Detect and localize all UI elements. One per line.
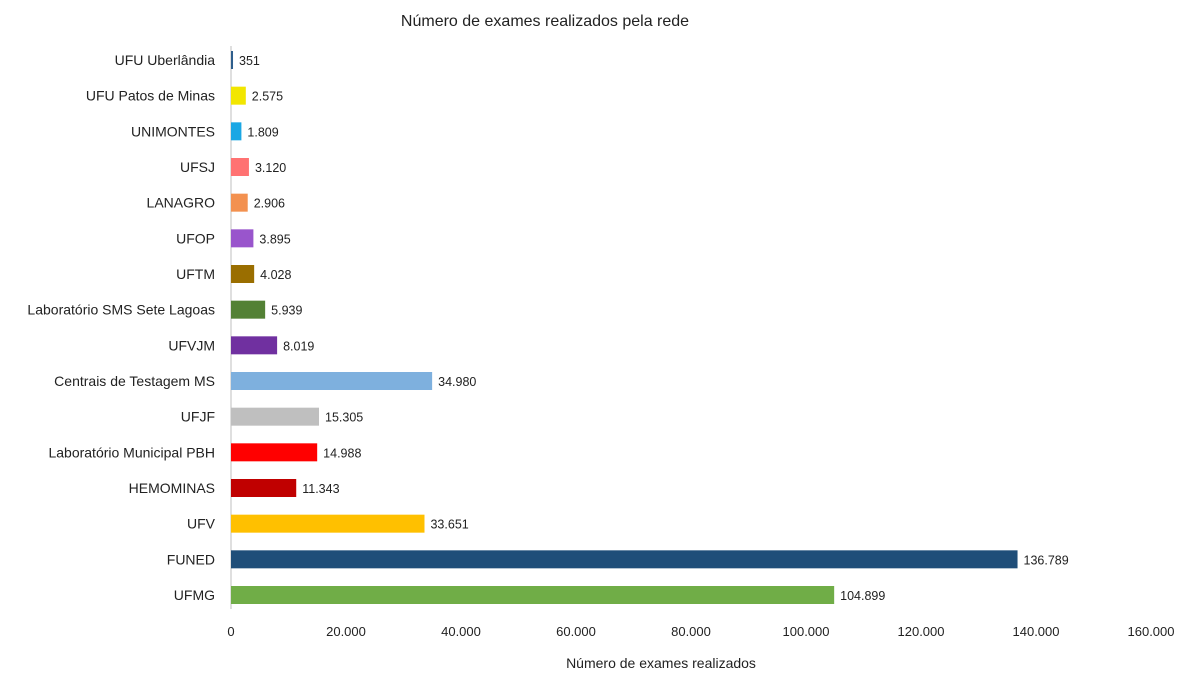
category-label: UNIMONTES	[131, 123, 215, 139]
data-label: 34.980	[438, 375, 476, 389]
data-label: 3.120	[255, 161, 286, 175]
bar	[231, 122, 242, 141]
bar	[231, 158, 249, 176]
category-label: LANAGRO	[147, 195, 216, 211]
bar	[231, 407, 320, 426]
data-label: 5.939	[271, 304, 302, 318]
bar	[231, 265, 255, 283]
bar	[231, 550, 1018, 569]
category-label: Centrais de Testagem MS	[54, 373, 215, 389]
x-tick-label: 20.000	[326, 624, 366, 639]
bar	[231, 372, 433, 390]
chart-title: Número de exames realizados pela rede	[401, 13, 689, 30]
bar	[231, 229, 254, 248]
x-tick-label: 80.000	[671, 624, 711, 639]
plot-area: UFU Uberlândia 351 UFU Patos de Minas 2.575…	[27, 46, 1175, 639]
data-label: 33.651	[430, 518, 468, 532]
data-label: 8.019	[283, 339, 314, 353]
data-label: 3.895	[259, 232, 290, 246]
category-label: UFVJM	[168, 337, 215, 353]
category-label: UFSJ	[180, 159, 215, 175]
data-label: 14.988	[323, 446, 361, 460]
category-label: UFMG	[174, 587, 215, 603]
data-label: 1.809	[247, 125, 278, 139]
data-label: 15.305	[325, 411, 363, 425]
category-label: UFU Uberlândia	[115, 52, 216, 68]
x-tick-label: 40.000	[441, 624, 481, 639]
category-label: UFJF	[181, 409, 215, 425]
data-label: 2.906	[254, 197, 285, 211]
category-label: UFU Patos de Minas	[86, 88, 215, 104]
data-label: 104.899	[840, 589, 885, 603]
category-label: Laboratório SMS Sete Lagoas	[27, 302, 215, 318]
x-tick-label: 140.000	[1013, 624, 1060, 639]
bar	[231, 86, 246, 105]
category-label: UFTM	[176, 266, 215, 282]
x-tick-label: 160.000	[1128, 624, 1175, 639]
x-tick-label: 0	[227, 624, 234, 639]
bar	[231, 51, 234, 69]
x-tick-label: 60.000	[556, 624, 596, 639]
bar	[231, 514, 425, 533]
x-axis-title: Número de exames realizados	[566, 655, 756, 671]
bar	[231, 300, 266, 319]
category-label: FUNED	[167, 551, 215, 567]
bar	[231, 443, 318, 462]
data-label: 351	[239, 54, 260, 68]
data-label: 2.575	[252, 90, 283, 104]
data-label: 4.028	[260, 268, 291, 282]
x-tick-label: 100.000	[783, 624, 830, 639]
bar	[231, 336, 278, 355]
category-label: Laboratório Municipal PBH	[48, 444, 215, 460]
data-label: 11.343	[302, 482, 339, 496]
data-label: 136.789	[1024, 553, 1069, 567]
category-label: UFV	[187, 516, 216, 532]
bar	[231, 193, 248, 212]
category-label: HEMOMINAS	[129, 480, 215, 496]
bar	[231, 586, 835, 604]
bar	[231, 479, 297, 497]
category-label: UFOP	[176, 230, 215, 246]
x-tick-label: 120.000	[898, 624, 945, 639]
